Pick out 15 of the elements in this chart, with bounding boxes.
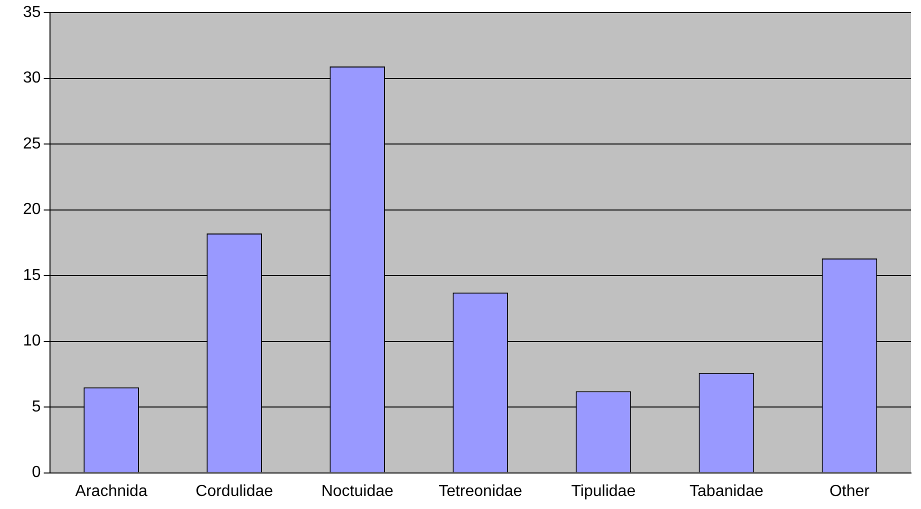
x-tick-label: Tetreonidae — [438, 482, 522, 500]
y-tick-label: 10 — [23, 332, 41, 350]
x-tick-label: Tipulidae — [571, 482, 636, 500]
y-tick-label: 25 — [23, 135, 41, 152]
x-tick-label: Tabanidae — [690, 482, 764, 500]
y-tick-label: 20 — [23, 201, 41, 218]
y-tick-label: 0 — [32, 464, 41, 482]
x-tick-label: Other — [829, 482, 870, 500]
x-tick-label: Noctuidae — [321, 482, 394, 500]
x-tick-label: Arachnida — [75, 482, 148, 500]
x-tick-label: Cordulidae — [196, 482, 274, 500]
y-tick-label: 5 — [32, 398, 41, 416]
y-tick-label: 35 — [23, 4, 41, 22]
y-tick-label: 30 — [23, 70, 41, 87]
y-tick-label: 15 — [23, 266, 41, 284]
